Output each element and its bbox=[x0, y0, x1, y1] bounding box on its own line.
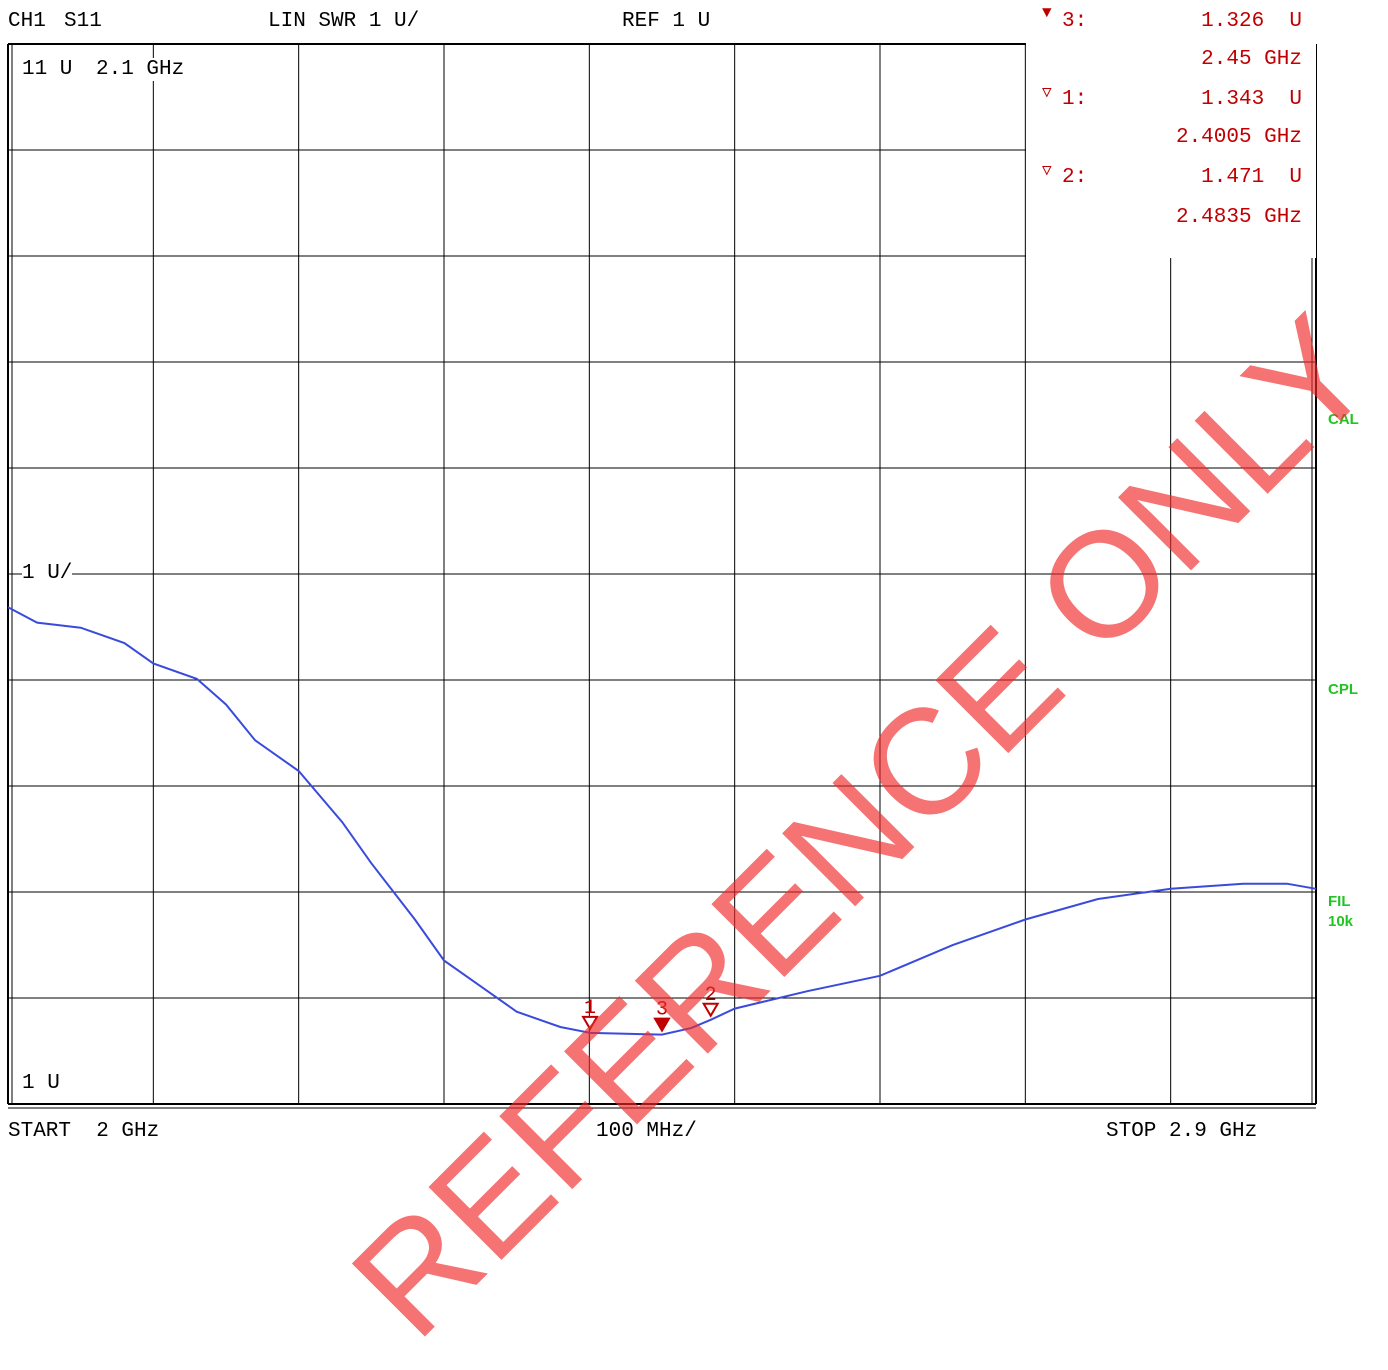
marker-1-symbol: ▽ bbox=[1042, 84, 1052, 102]
cpl-indicator: CPL bbox=[1328, 681, 1358, 698]
trace-plot: 3 1 2 bbox=[7, 40, 1317, 1109]
start-frequency: START 2 GHz bbox=[8, 1120, 160, 1143]
trace-marker-1 bbox=[581, 1015, 599, 1031]
fil-value: 10k bbox=[1328, 913, 1354, 930]
marker-1-label: 1: bbox=[1062, 88, 1088, 111]
mid-scale-label: 1 U/ bbox=[22, 562, 73, 585]
channel-label: CH1 bbox=[8, 10, 46, 33]
marker-3-value: 1.326 U bbox=[1201, 10, 1302, 33]
format-label: LIN SWR 1 U/ bbox=[268, 10, 420, 33]
marker-2-label: 2: bbox=[1062, 166, 1088, 189]
span-per-division: 100 MHz/ bbox=[596, 1120, 697, 1143]
stop-frequency: STOP 2.9 GHz bbox=[1106, 1120, 1258, 1143]
top-left-value: 11 U bbox=[22, 58, 73, 81]
top-freq-value: 2.1 GHz bbox=[96, 58, 185, 81]
marker-2-freq: 2.4835 GHz bbox=[1175, 206, 1302, 229]
trace-marker-3 bbox=[653, 1017, 671, 1033]
graticule bbox=[7, 43, 1317, 1109]
fil-indicator: FIL bbox=[1328, 893, 1351, 910]
trace-marker-label-3: 3 bbox=[656, 999, 668, 1022]
bottom-ref-label: 1 U bbox=[22, 1072, 60, 1095]
trace-marker-2 bbox=[701, 1002, 720, 1018]
marker-2-symbol: ▽ bbox=[1042, 162, 1052, 180]
ref-label: REF 1 U bbox=[622, 10, 711, 33]
trace-markers: 3 1 2 bbox=[581, 984, 720, 1033]
marker-2-value: 1.471 U bbox=[1201, 166, 1302, 189]
trace-marker-label-2: 2 bbox=[705, 984, 717, 1007]
marker-3-label: 3: bbox=[1062, 10, 1088, 33]
marker-3-symbol: ▼ bbox=[1042, 4, 1052, 22]
marker-1-freq: 2.4005 GHz bbox=[1175, 126, 1302, 149]
cal-indicator: CAL bbox=[1328, 411, 1359, 428]
marker-table-background bbox=[1026, 40, 1316, 258]
trace-marker-label-1: 1 bbox=[584, 997, 596, 1020]
marker-1-value: 1.343 U bbox=[1201, 88, 1302, 111]
param-label: S11 bbox=[64, 10, 102, 33]
marker-3-freq: 2.45 GHz bbox=[1201, 48, 1302, 71]
s11-trace bbox=[7, 606, 1317, 1036]
